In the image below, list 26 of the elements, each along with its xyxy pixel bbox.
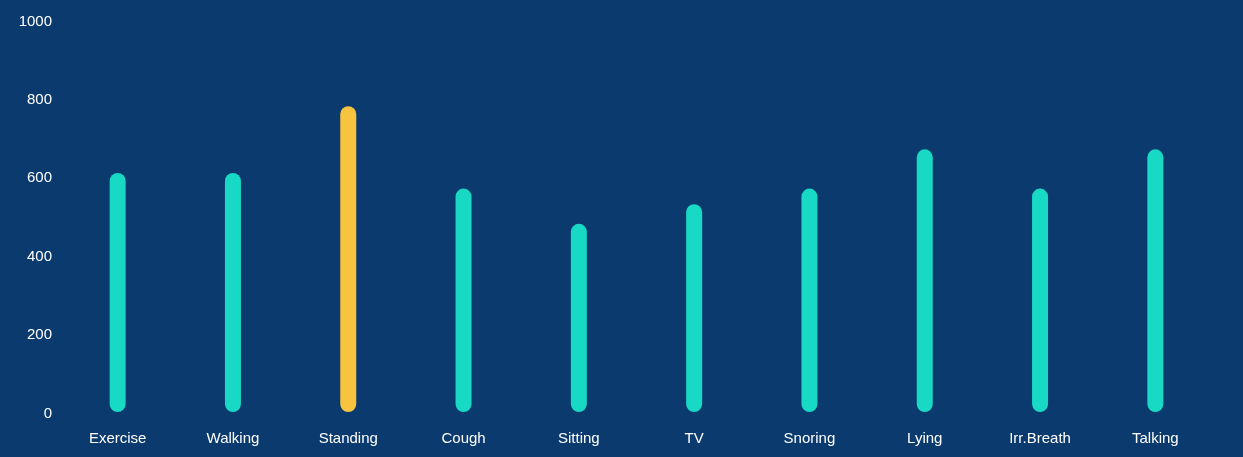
- bar: [1147, 149, 1164, 412]
- x-tick-label: TV: [684, 429, 704, 446]
- bar: [109, 172, 126, 412]
- bar: [916, 149, 933, 412]
- x-tick-label: Sitting: [558, 429, 600, 446]
- bar: [686, 204, 703, 412]
- x-tick-label: Standing: [318, 429, 378, 446]
- y-tick-label: 200: [26, 325, 52, 343]
- bar: [801, 188, 818, 412]
- y-tick-label: 800: [26, 89, 52, 107]
- x-tick-label: Walking: [206, 429, 260, 446]
- bar: [340, 106, 357, 412]
- y-tick-label: 400: [26, 246, 52, 264]
- x-tick-label: Exercise: [88, 429, 147, 446]
- bar: [455, 188, 472, 412]
- y-tick-label: 1000: [18, 11, 52, 29]
- x-tick-label: Talking: [1132, 429, 1179, 446]
- y-tick-label: 600: [26, 168, 52, 186]
- bar: [570, 223, 587, 412]
- bar: [224, 172, 241, 412]
- y-tick-label: 0: [43, 403, 52, 421]
- x-tick-label: Cough: [441, 429, 486, 446]
- bar: [1032, 188, 1049, 412]
- x-tick-label: Irr.Breath: [1009, 429, 1071, 446]
- x-tick-label: Snoring: [783, 429, 836, 446]
- x-tick-label: Lying: [907, 429, 943, 446]
